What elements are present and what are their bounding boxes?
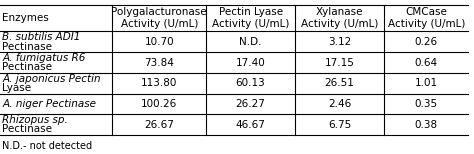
Text: 0.35: 0.35 xyxy=(415,99,438,109)
Text: 113.80: 113.80 xyxy=(141,78,177,88)
Text: A. fumigatus R6: A. fumigatus R6 xyxy=(2,53,86,63)
Text: Xylanase
Activity (U/mL): Xylanase Activity (U/mL) xyxy=(301,7,378,29)
Text: B. subtilis ADI1: B. subtilis ADI1 xyxy=(2,32,81,42)
Text: 26.67: 26.67 xyxy=(144,120,174,130)
Text: 0.26: 0.26 xyxy=(415,37,438,47)
Text: Rhizopus sp.: Rhizopus sp. xyxy=(2,115,68,125)
Text: 17.40: 17.40 xyxy=(236,58,265,68)
Text: 2.46: 2.46 xyxy=(328,99,351,109)
Text: 46.67: 46.67 xyxy=(236,120,265,130)
Text: Polygalacturonase
Activity (U/mL): Polygalacturonase Activity (U/mL) xyxy=(111,7,207,29)
Text: Enzymes: Enzymes xyxy=(2,13,49,23)
Text: CMCase
Activity (U/mL): CMCase Activity (U/mL) xyxy=(388,7,465,29)
Text: 26.51: 26.51 xyxy=(325,78,355,88)
Text: Pectinase: Pectinase xyxy=(2,124,52,134)
Text: 0.38: 0.38 xyxy=(415,120,438,130)
Text: 73.84: 73.84 xyxy=(144,58,174,68)
Text: 10.70: 10.70 xyxy=(145,37,174,47)
Text: N.D.- not detected: N.D.- not detected xyxy=(2,141,92,151)
Text: 6.75: 6.75 xyxy=(328,120,351,130)
Text: A. niger Pectinase: A. niger Pectinase xyxy=(2,99,96,109)
Text: Pectin Lyase
Activity (U/mL): Pectin Lyase Activity (U/mL) xyxy=(212,7,289,29)
Text: A. japonicus Pectin: A. japonicus Pectin xyxy=(2,73,101,83)
Text: 60.13: 60.13 xyxy=(236,78,265,88)
Text: 100.26: 100.26 xyxy=(141,99,177,109)
Text: Lyase: Lyase xyxy=(2,83,31,93)
Text: 17.15: 17.15 xyxy=(325,58,355,68)
Text: 3.12: 3.12 xyxy=(328,37,351,47)
Text: 0.64: 0.64 xyxy=(415,58,438,68)
Text: Pectinase: Pectinase xyxy=(2,42,52,52)
Text: N.D.: N.D. xyxy=(239,37,262,47)
Text: Pectinase: Pectinase xyxy=(2,62,52,72)
Text: 1.01: 1.01 xyxy=(415,78,438,88)
Text: 26.27: 26.27 xyxy=(236,99,265,109)
